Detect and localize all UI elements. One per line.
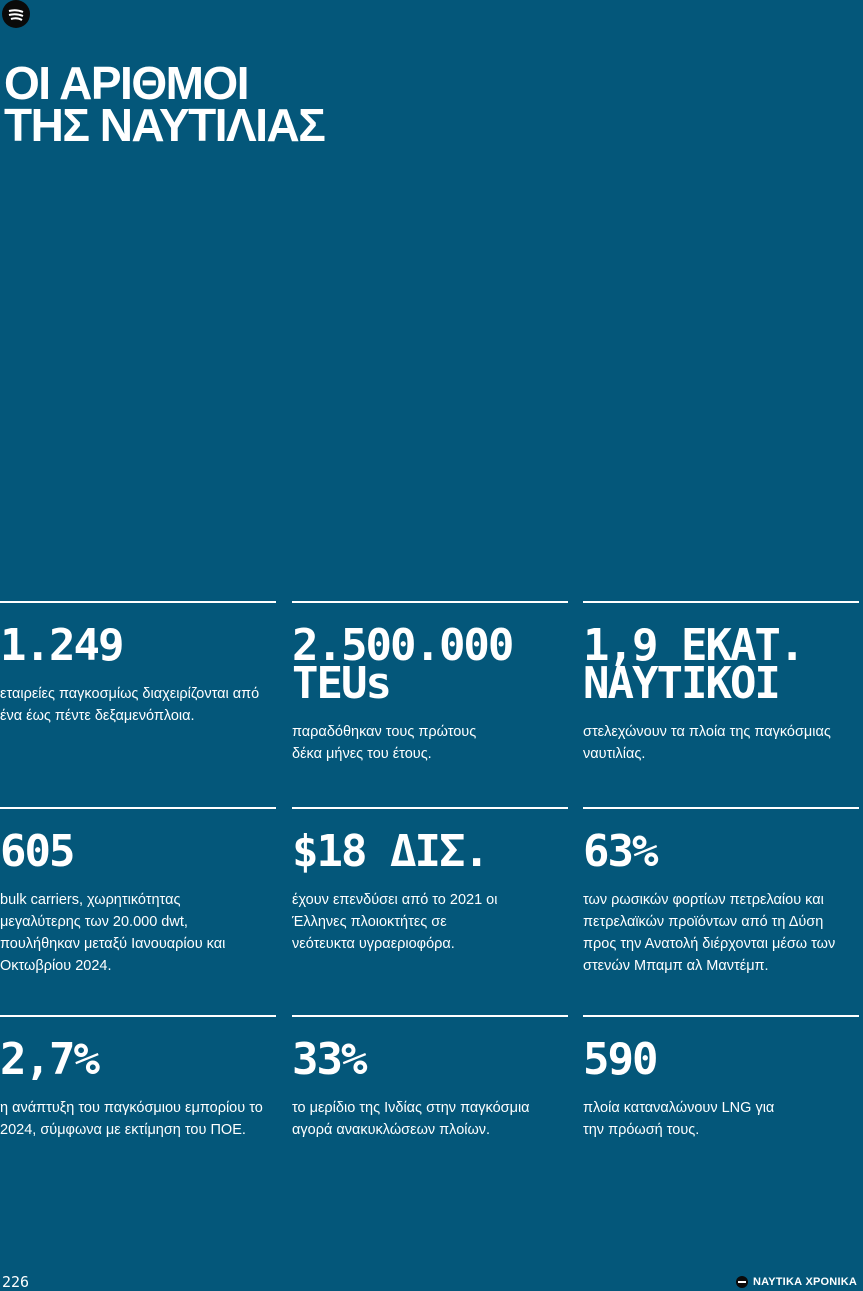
stat-value: 605: [0, 826, 75, 877]
stat-value: 1,9 ΕΚΑΤ. ΝΑΥΤΙΚΟΙ: [583, 620, 805, 709]
title-line-1: ΟΙ ΑΡΙΘΜΟΙ: [4, 57, 249, 109]
stat-value: 2,7%: [0, 1034, 100, 1085]
stat-block: 2,7% η ανάπτυξη του παγκόσμιου εμπορίου …: [0, 1015, 276, 1141]
brand-name: ΝΑΥΤΙΚΑ ΧΡΟΝΙΚΑ: [752, 1276, 857, 1288]
stat-description: το μερίδιο της Ινδίας στην παγκόσμια αγο…: [292, 1100, 530, 1138]
stat-block: 2.500.000 TEUs παραδόθηκαν τους πρώτους …: [292, 601, 568, 765]
title-line-2: ΤΗΣ ΝΑΥΤΙΛΙΑΣ: [4, 99, 326, 151]
stat-description: πλοία καταναλώνουν LNG για την πρόωσή το…: [583, 1100, 775, 1138]
stat-description: bulk carriers, χωρητικότητας μεγαλύτερης…: [0, 892, 226, 974]
stat-description: η ανάπτυξη του παγκόσμιου εμπορίου το 20…: [0, 1100, 263, 1138]
stat-block: 33% το μερίδιο της Ινδίας στην παγκόσμια…: [292, 1015, 568, 1141]
page-title: ΟΙ ΑΡΙΘΜΟΙ ΤΗΣ ΝΑΥΤΙΛΙΑΣ: [4, 57, 326, 151]
stat-block: 590 πλοία καταναλώνουν LNG για την πρόωσ…: [583, 1015, 859, 1141]
stat-value: $18 ΔΙΣ.: [292, 826, 490, 877]
stat-block: 1.249 εταιρείες παγκοσμίως διαχειρίζοντα…: [0, 601, 276, 727]
stat-value: 2.500.000 TEUs: [292, 620, 514, 709]
stat-description: των ρωσικών φορτίων πετρελαίου και πετρε…: [583, 892, 836, 974]
stat-value: 1.249: [0, 620, 124, 671]
stat-block: 63% των ρωσικών φορτίων πετρελαίου και π…: [583, 807, 859, 977]
stat-value: 63%: [583, 826, 658, 877]
stat-description: παραδόθηκαν τους πρώτους δέκα μήνες του …: [292, 724, 477, 762]
stat-block: 1,9 ΕΚΑΤ. ΝΑΥΤΙΚΟΙ στελεχώνουν τα πλοία …: [583, 601, 859, 765]
stat-value: 33%: [292, 1034, 367, 1085]
stat-value: 590: [583, 1034, 658, 1085]
brand-mark-icon: [735, 1276, 748, 1288]
brand-logo-icon: [2, 0, 30, 28]
stat-block: $18 ΔΙΣ. έχουν επενδύσει από το 2021 οι …: [292, 807, 568, 955]
stat-description: εταιρείες παγκοσμίως διαχειρίζονται από …: [0, 686, 260, 724]
stat-description: έχουν επενδύσει από το 2021 οι Έλληνες π…: [292, 892, 498, 952]
page-number: 226: [2, 1273, 30, 1291]
stat-description: στελεχώνουν τα πλοία της παγκόσμιας ναυτ…: [583, 724, 831, 762]
stat-block: 605 bulk carriers, χωρητικότητας μεγαλύτ…: [0, 807, 276, 977]
footer-brand: ΝΑΥΤΙΚΑ ΧΡΟΝΙΚΑ: [735, 1276, 857, 1288]
